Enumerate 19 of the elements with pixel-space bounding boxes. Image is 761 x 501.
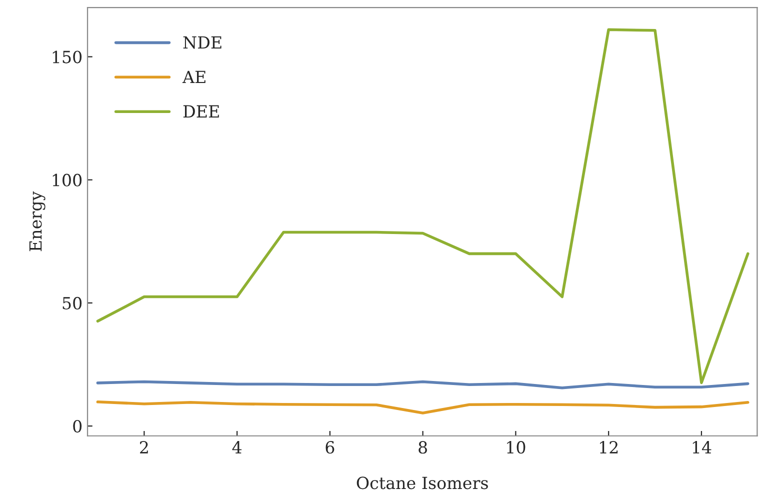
x-axis-title: Octane Isomers	[356, 476, 488, 490]
x-tick-label: 12	[600, 441, 618, 454]
x-tick-label: 8	[418, 441, 427, 454]
y-tick-label: 100	[52, 174, 82, 186]
x-tick-label: 4	[232, 441, 242, 454]
y-tick-label: 150	[52, 50, 82, 64]
y-tick-label: 50	[62, 296, 82, 310]
x-tick-label: 14	[692, 441, 712, 454]
legend-label: AE	[182, 70, 206, 83]
y-axis-title: Energy	[29, 191, 46, 252]
x-tick-label: 6	[326, 441, 334, 454]
line-series	[96, 400, 750, 414]
x-tick-label: 10	[507, 441, 526, 454]
legend-label: NDE	[183, 36, 222, 49]
legend-label: DEE	[183, 105, 219, 118]
y-tick-label: 0	[73, 420, 82, 433]
line-series	[96, 28, 750, 384]
x-tick-label: 2	[140, 441, 148, 454]
line-series	[96, 380, 750, 390]
